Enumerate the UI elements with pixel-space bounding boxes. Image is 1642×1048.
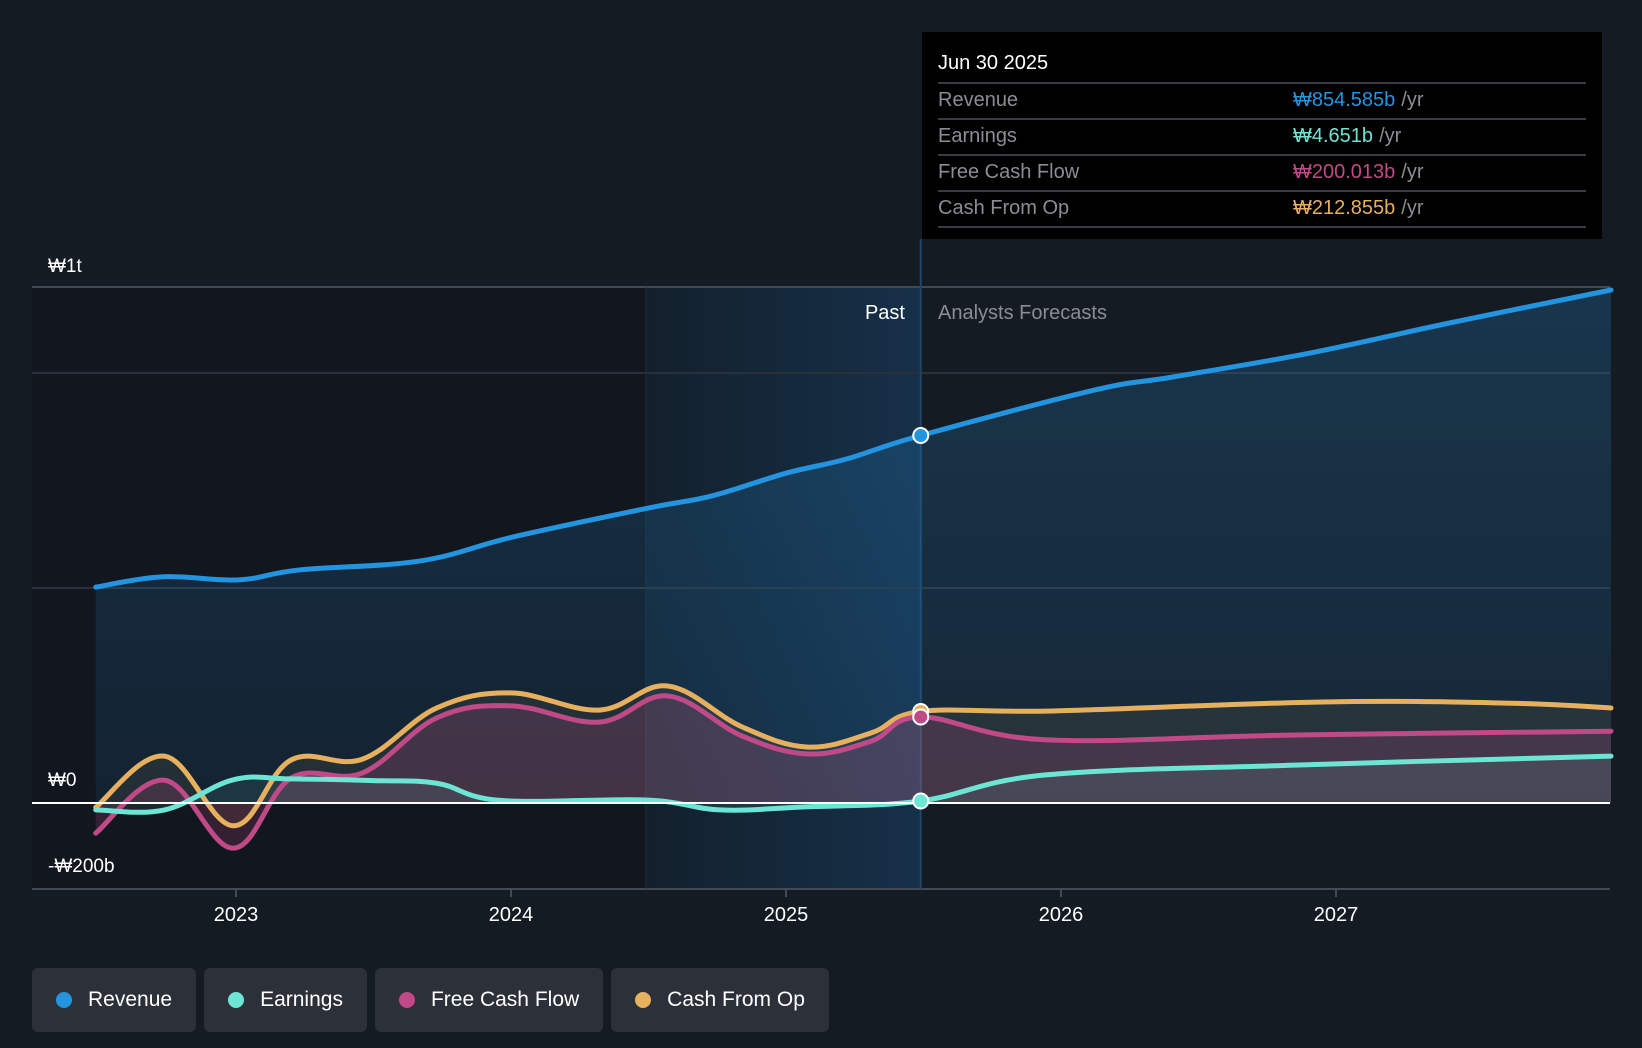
revenue-dot-icon <box>56 992 72 1008</box>
free-cash-flow-area <box>95 695 1611 849</box>
revenue-marker <box>912 427 930 445</box>
tooltip-row-value: ₩4.651b <box>1293 125 1374 147</box>
x-tick-label: 2023 <box>214 904 259 926</box>
tooltip-row-name: Free Cash Flow <box>938 161 1080 183</box>
tooltip-row-value: ₩212.855b <box>1293 197 1396 219</box>
tooltip-row-revenue: Revenue ₩854.585b /yr <box>938 84 1586 120</box>
tooltip-row-value: ₩200.013b <box>1293 161 1396 183</box>
legend-label: Free Cash Flow <box>430 988 580 1011</box>
tooltip-row-unit: /yr <box>1401 197 1424 219</box>
x-tick-label: 2026 <box>1039 904 1084 926</box>
tooltip-row-value: ₩854.585b <box>1293 89 1396 111</box>
y-tick-label-zero: ₩0 <box>48 770 77 791</box>
tooltip-row-unit: /yr <box>1401 161 1424 183</box>
legend-item-free-cash-flow[interactable]: Free Cash Flow <box>374 968 604 1032</box>
forecast-label: Analysts Forecasts <box>938 302 1107 324</box>
legend-label: Revenue <box>88 988 173 1011</box>
x-tick-label: 2024 <box>489 904 534 926</box>
legend-item-revenue[interactable]: Revenue <box>32 968 197 1032</box>
legend-label: Earnings <box>260 988 343 1011</box>
x-tick-label: 2027 <box>1314 904 1359 926</box>
y-tick-label-top: ₩1t <box>48 256 83 277</box>
tooltip-row-earnings: Earnings ₩4.651b /yr <box>938 120 1586 156</box>
legend-item-cash-from-op[interactable]: Cash From Op <box>611 968 829 1032</box>
y-tick-label-bottom: -₩200b <box>48 856 115 877</box>
revenue-line <box>93 287 1614 590</box>
tooltip-row-name: Earnings <box>938 125 1017 147</box>
free-cash-flow-line <box>93 693 1614 851</box>
tooltip: Jun 30 2025 Revenue ₩854.585b /yr Earnin… <box>922 32 1602 239</box>
earnings-dot-icon <box>228 992 245 1008</box>
tooltip-row-unit: /yr <box>1401 89 1424 111</box>
free-cash-flow-marker <box>912 708 930 726</box>
legend-item-earnings[interactable]: Earnings <box>204 968 367 1032</box>
past-label: Past <box>865 302 905 324</box>
earnings-marker <box>912 792 930 810</box>
cash-from-op-area <box>95 685 1611 826</box>
tooltip-row-unit: /yr <box>1379 125 1402 147</box>
cash-from-op-dot-icon <box>635 992 652 1008</box>
revenue-area <box>95 290 1611 803</box>
legend: Revenue Earnings Free Cash Flow Cash Fro… <box>32 968 829 1032</box>
tooltip-row-name: Revenue <box>938 89 1019 111</box>
x-tick-label: 2025 <box>764 904 809 926</box>
legend-label: Cash From Op <box>667 988 805 1011</box>
tooltip-date: Jun 30 2025 <box>938 46 1586 84</box>
tooltip-row-cash-from-op: Cash From Op ₩212.855b /yr <box>938 192 1586 228</box>
tooltip-row-free-cash-flow: Free Cash Flow ₩200.013b /yr <box>938 156 1586 192</box>
tooltip-row-name: Cash From Op <box>938 197 1070 219</box>
free-cash-flow-dot-icon <box>398 992 415 1008</box>
